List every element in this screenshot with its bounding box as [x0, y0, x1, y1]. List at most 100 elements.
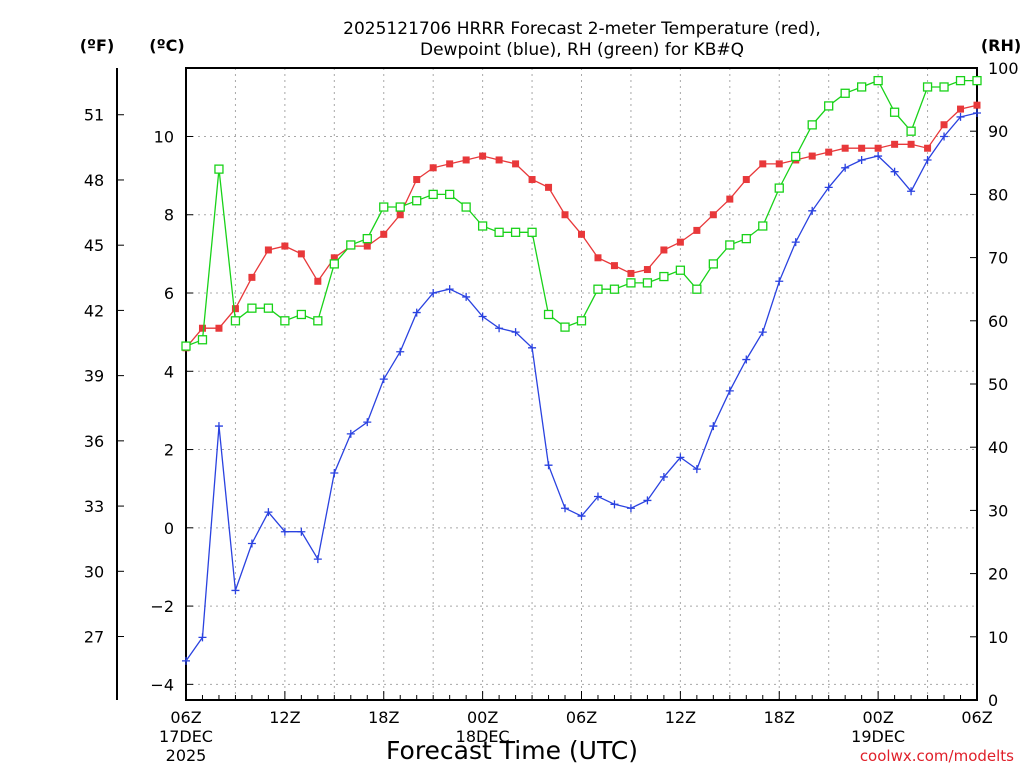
- dewpoint-data-point: [396, 347, 405, 356]
- rh-data-point: [708, 259, 718, 269]
- rh-data-point: [939, 82, 949, 92]
- temperature-data-point: [462, 156, 470, 164]
- temperature-data-point: [479, 152, 487, 160]
- temperature-data-point: [512, 160, 520, 168]
- rh-data-point: [214, 164, 224, 174]
- dewpoint-data-point: [643, 496, 652, 505]
- rh-tick-label: 90: [988, 122, 1008, 141]
- dewpoint-data-point: [593, 492, 602, 501]
- x-tick-year-label: 2025: [166, 746, 207, 765]
- dewpoint-data-point: [280, 527, 289, 536]
- dewpoint-data-point: [791, 238, 800, 247]
- dewpoint-data-point: [478, 312, 487, 321]
- temperature-data-point: [940, 121, 948, 129]
- fahrenheit-tick-label: 30: [84, 562, 104, 581]
- dewpoint-data-point: [429, 289, 438, 298]
- dewpoint-data-point: [857, 155, 866, 164]
- source-credit: coolwx.com/modelts: [860, 747, 1014, 765]
- chart-title-line1: 2025121706 HRRR Forecast 2-meter Tempera…: [343, 19, 821, 39]
- rh-data-point: [296, 309, 307, 320]
- rh-data-point: [741, 233, 751, 244]
- temperature-data-point: [231, 305, 239, 313]
- x-tick-label: 18Z: [368, 708, 399, 727]
- rh-data-point: [560, 322, 570, 332]
- rh-tick-label: 80: [988, 185, 1008, 204]
- rh-data-point: [906, 126, 916, 136]
- rh-data-point: [346, 240, 356, 250]
- rh-tick-label: 50: [988, 375, 1008, 394]
- rh-data-point: [609, 284, 620, 294]
- rh-data-point: [758, 221, 768, 231]
- temperature-data-point: [891, 140, 899, 148]
- rh-data-point: [576, 316, 587, 326]
- dewpoint-data-point: [231, 586, 240, 595]
- fahrenheit-tick-label: 33: [84, 497, 104, 516]
- temperature-data-point: [413, 176, 421, 184]
- temperature-data-point: [907, 140, 915, 148]
- fahrenheit-tick-label: 36: [84, 432, 104, 451]
- celsius-tick-label: −4: [150, 675, 174, 694]
- rh-data-point: [807, 120, 817, 130]
- dewpoint-data-point: [528, 343, 537, 352]
- rh-data-point: [840, 88, 850, 98]
- temperature-data-point: [693, 226, 701, 234]
- temperature-data-point: [759, 160, 767, 168]
- rh-data-point: [692, 284, 702, 294]
- x-tick-label: 06Z: [566, 708, 597, 727]
- temperature-data-point: [380, 230, 388, 238]
- temperature-data-point: [297, 250, 305, 258]
- rh-data-point: [626, 278, 636, 288]
- rh-data-point: [593, 284, 603, 294]
- dewpoint-data-point: [577, 512, 586, 521]
- dewpoint-data-point: [544, 461, 553, 470]
- chart-title-line2: Dewpoint (blue), RH (green) for KB#Q: [420, 40, 744, 60]
- temperature-data-point: [561, 211, 569, 219]
- temperature-data-point: [528, 176, 536, 184]
- celsius-tick-label: 4: [164, 362, 174, 381]
- rh-unit-label: (RH): [981, 36, 1021, 55]
- rh-data-point: [181, 341, 191, 351]
- fahrenheit-unit-label: (ºF): [80, 36, 115, 55]
- temperature-data-point: [578, 230, 585, 238]
- dewpoint-data-point: [775, 277, 784, 286]
- rh-data-point: [527, 227, 537, 237]
- rh-data-point: [955, 75, 966, 86]
- plot-frame: [185, 67, 978, 701]
- rh-tick-label: 20: [988, 565, 1008, 584]
- series-layer: [181, 75, 982, 665]
- temperature-data-point: [594, 254, 602, 262]
- temperature-data-point: [495, 156, 503, 164]
- rh-data-point: [313, 316, 323, 326]
- temperature-data-point: [808, 152, 816, 160]
- temperature-data-point: [446, 160, 454, 168]
- dewpoint-data-point: [659, 472, 668, 481]
- dewpoint-data-point: [297, 527, 306, 536]
- temperature-data-point: [545, 183, 553, 191]
- dewpoint-data-point: [561, 504, 570, 513]
- fahrenheit-tick-label: 48: [84, 171, 104, 190]
- rh-data-point: [543, 309, 554, 320]
- celsius-tick-label: 6: [164, 284, 174, 303]
- tick-label-layer: −4 −2 0 2 4 6 8 10 27 30 33 36 39 42 45 48 51 0 10 20 30 40 50…: [84, 59, 1019, 765]
- temperature-data-point: [198, 324, 206, 332]
- grid-layer: [186, 68, 977, 700]
- x-tick-label: 18Z: [764, 708, 795, 727]
- dewpoint-data-point: [495, 324, 504, 333]
- dewpoint-data-point: [511, 328, 520, 337]
- temperature-data-point: [973, 101, 981, 109]
- dewpoint-data-point: [445, 285, 454, 294]
- dewpoint-data-point: [610, 500, 619, 509]
- dewpoint-data-point: [940, 132, 949, 141]
- rh-data-point: [247, 303, 257, 313]
- temperature-data-point: [841, 144, 849, 152]
- temperature-data-point: [610, 262, 618, 270]
- fahrenheit-tick-label: 51: [84, 106, 104, 125]
- rh-data-point: [230, 316, 241, 326]
- dewpoint-data-point: [841, 163, 850, 172]
- rh-data-point: [889, 107, 900, 117]
- temperature-data-point: [676, 238, 684, 246]
- rh-data-point: [395, 202, 405, 212]
- temperature-data-point: [281, 242, 289, 250]
- x-tick-label: 00Z: [862, 708, 893, 727]
- rh-data-point: [379, 202, 389, 212]
